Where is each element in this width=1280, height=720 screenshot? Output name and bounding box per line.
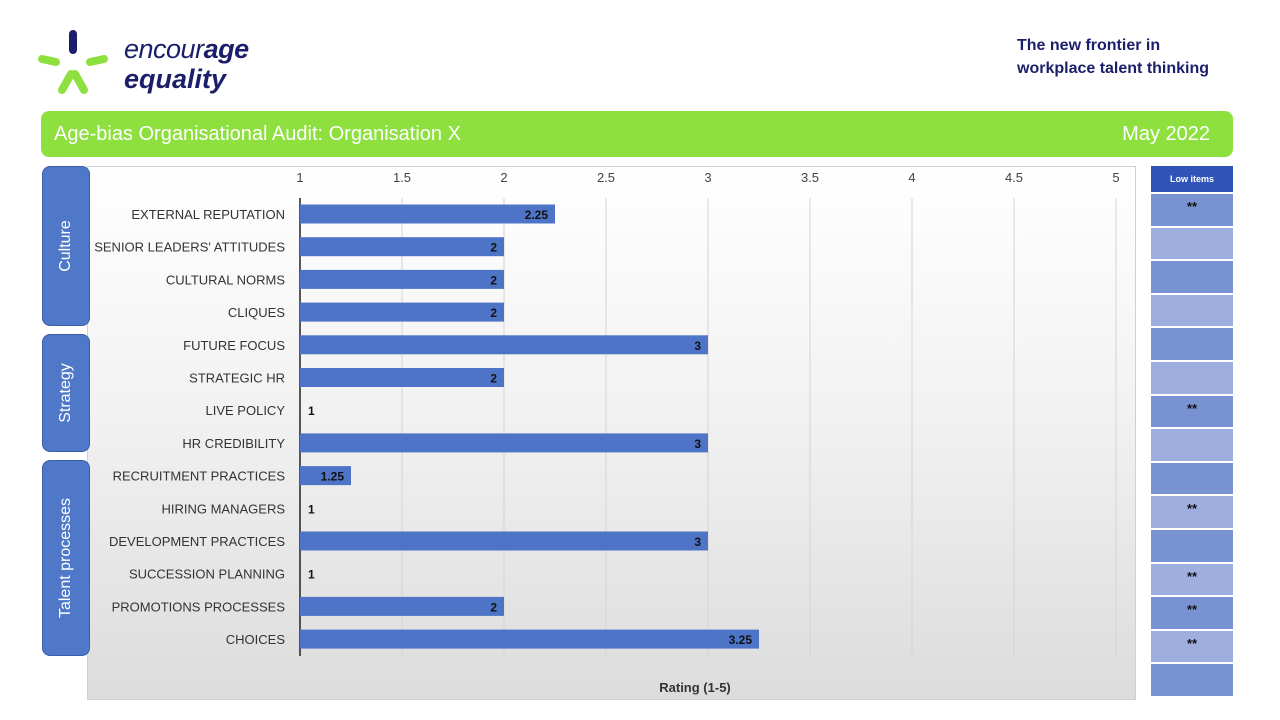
- category-label: CHOICES: [226, 632, 286, 647]
- low-item-cell: **: [1150, 495, 1234, 529]
- low-item-cell: [1150, 327, 1234, 361]
- data-label: 3: [694, 339, 701, 353]
- x-tick-label: 2.5: [597, 170, 615, 185]
- bar: [300, 629, 759, 649]
- x-tick-label: 3.5: [801, 170, 819, 185]
- tagline: The new frontier in workplace talent thi…: [1017, 34, 1257, 80]
- category-label: CLIQUES: [228, 305, 285, 320]
- data-label: 2: [490, 273, 497, 287]
- category-label: RECRUITMENT PRACTICES: [113, 469, 286, 484]
- tagline-line-2: workplace talent thinking: [1017, 60, 1210, 77]
- x-tick-label: 4: [908, 170, 915, 185]
- low-item-cell: [1150, 528, 1234, 563]
- logo-text-top: encourage: [124, 34, 249, 64]
- low-items-header: Low items: [1150, 165, 1234, 193]
- data-label: 3: [694, 437, 701, 451]
- low-item-cell: [1150, 226, 1234, 261]
- data-label: 3: [694, 535, 701, 549]
- category-label: HR CREDIBILITY: [182, 436, 285, 451]
- section-label-strategy: Strategy: [57, 363, 74, 423]
- low-item-cell: [1150, 461, 1234, 496]
- data-label: 2: [490, 306, 497, 320]
- data-label: 3.25: [729, 633, 753, 647]
- x-tick-label: 3: [704, 170, 711, 185]
- category-label: HIRING MANAGERS: [161, 501, 285, 516]
- low-item-cell: [1150, 360, 1234, 395]
- category-label: EXTERNAL REPUTATION: [131, 207, 285, 222]
- category-label: FUTURE FOCUS: [183, 338, 285, 353]
- data-label: 1: [308, 404, 315, 418]
- category-label: SENIOR LEADERS' ATTITUDES: [94, 240, 285, 255]
- category-label: SUCCESSION PLANNING: [129, 567, 285, 582]
- bar: [300, 531, 708, 551]
- data-label: 1: [308, 502, 315, 516]
- category-label: CULTURAL NORMS: [166, 272, 286, 287]
- data-label: 2: [490, 600, 497, 614]
- low-item-cell: [1150, 260, 1234, 294]
- data-label: 1: [308, 568, 315, 582]
- section-tab-talent-processes: Talent processes: [42, 460, 90, 656]
- low-item-cell: **: [1150, 193, 1234, 227]
- section-tab-culture: Culture: [42, 166, 90, 326]
- bar: [300, 466, 351, 486]
- data-label: 2: [490, 372, 497, 386]
- x-tick-label: 5: [1112, 170, 1119, 185]
- tagline-line-1: The new frontier in: [1017, 37, 1161, 54]
- data-label: 2: [490, 241, 497, 255]
- x-tick-label: 1.5: [393, 170, 411, 185]
- low-item-cell: [1150, 428, 1234, 462]
- x-tick-label: 1: [296, 170, 303, 185]
- title-banner: Age-bias Organisational Audit: Organisat…: [41, 111, 1233, 157]
- low-item-cell: **: [1150, 394, 1234, 429]
- bar: [300, 368, 504, 387]
- bar: [300, 237, 504, 257]
- low-items-column: Low items ** ** ** ** ** **: [1150, 165, 1234, 697]
- bar: [300, 269, 504, 289]
- x-tick-label: 2: [500, 170, 507, 185]
- brand-logo: encourage equality: [36, 28, 276, 98]
- section-label-culture: Culture: [57, 220, 74, 272]
- logo-text-bottom: equality: [124, 64, 227, 94]
- category-label: LIVE POLICY: [206, 403, 286, 418]
- bar-chart: 1 1.5 2 2.5 3 3.5 4 4.5 5 EXTERNAL REPUTATION 2.25…: [94, 170, 1119, 695]
- category-label: STRATEGIC HR: [189, 371, 285, 386]
- section-tab-strategy: Strategy: [42, 334, 90, 452]
- bar: [300, 204, 555, 224]
- bar: [300, 335, 708, 355]
- x-axis-title: Rating (1-5): [659, 680, 731, 695]
- category-label: DEVELOPMENT PRACTICES: [109, 534, 285, 549]
- report-date: May 2022: [1122, 123, 1210, 145]
- bar: [300, 302, 504, 322]
- x-tick-label: 4.5: [1005, 170, 1023, 185]
- low-item-cell: **: [1150, 596, 1234, 630]
- low-item-cell: [1150, 293, 1234, 328]
- section-label-talent-processes: Talent processes: [57, 497, 74, 619]
- category-label: PROMOTIONS PROCESSES: [112, 599, 286, 614]
- bar: [300, 596, 504, 616]
- data-label: 2.25: [525, 208, 549, 222]
- logo-mark-icon: [38, 30, 108, 94]
- low-item-cell: **: [1150, 562, 1234, 597]
- bar: [300, 433, 708, 453]
- data-label: 1.25: [321, 470, 345, 484]
- low-item-cell: **: [1150, 629, 1234, 664]
- low-item-cell: [1150, 663, 1234, 697]
- page-title: Age-bias Organisational Audit: Organisat…: [54, 123, 461, 145]
